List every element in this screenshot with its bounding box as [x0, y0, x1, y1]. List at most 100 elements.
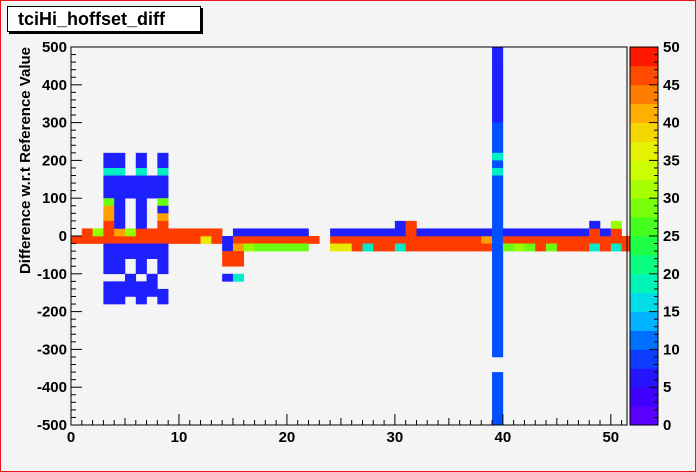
y-tick-label: -100 [37, 266, 67, 283]
heatmap-cell [492, 409, 504, 418]
heatmap-cell [556, 228, 568, 237]
colorbar-segment [630, 65, 658, 86]
heatmap-cell [157, 190, 169, 199]
chart-title: tciHi_hoffset_diff [18, 9, 166, 29]
heatmap-cell [254, 243, 266, 252]
heatmap-cell [103, 160, 115, 169]
heatmap-cell [492, 266, 504, 275]
heatmap-cell [243, 243, 255, 252]
colorbar-tick-label: 50 [663, 39, 680, 56]
heatmap-cell [114, 296, 126, 305]
heatmap-cell [492, 69, 504, 78]
heatmap-cell [481, 243, 493, 252]
heatmap-cell [114, 266, 126, 275]
heatmap-cell [124, 228, 137, 237]
heatmap-cell [492, 220, 504, 229]
heatmap-cell [492, 341, 504, 350]
heatmap-cell [146, 288, 158, 297]
heatmap-cell [124, 190, 137, 199]
heatmap-cell [502, 228, 514, 237]
heatmap-cell [513, 228, 525, 237]
heatmap-cell [92, 228, 104, 237]
heatmap-cell [200, 236, 212, 244]
heatmap-cell [297, 243, 309, 252]
heatmap-cell [492, 311, 504, 320]
heatmap-cell [157, 213, 169, 222]
colorbar-tick-label: 25 [663, 228, 680, 245]
heatmap-cell [135, 198, 147, 207]
heatmap-cell [492, 84, 504, 93]
heatmap-cell [448, 228, 460, 237]
axes: 0 10 20 30 40 50 -500 -400 -300 -200 -100 0 100 200 30… [37, 39, 623, 446]
heatmap-cell [492, 304, 504, 312]
x-tick-label: 50 [602, 429, 619, 446]
heatmap-cell [492, 122, 504, 131]
colorbar-tick-label: 0 [663, 417, 671, 434]
heatmap-cell [578, 228, 590, 237]
heatmap-cell [157, 296, 169, 305]
heatmap-cell [135, 266, 147, 275]
colorbar-segment [630, 47, 658, 67]
heatmap-cell [146, 281, 158, 290]
colorbar-tick-label: 5 [663, 379, 671, 396]
heatmap-cell [567, 243, 579, 252]
heatmap-cell [146, 190, 158, 199]
heatmap-cell [114, 243, 126, 252]
heatmap-cell [546, 228, 558, 237]
y-tick-label: -500 [37, 417, 67, 434]
heatmap-cell [124, 281, 137, 290]
heatmap-cell [362, 236, 374, 244]
heatmap-cell [135, 167, 147, 176]
colorbar-segment [630, 254, 658, 275]
heatmap-cell [492, 198, 504, 207]
heatmap-cell [362, 243, 374, 252]
heatmap-cell [330, 236, 342, 244]
heatmap-cell [394, 220, 406, 229]
heatmap-cell [297, 236, 309, 244]
heatmap-cell [135, 160, 147, 169]
heatmap-cell [492, 175, 504, 184]
heatmap-cell [135, 258, 147, 267]
heatmap-cell [340, 228, 352, 237]
heatmap-cell [492, 296, 504, 305]
heatmap-cell [416, 236, 428, 244]
heatmap-cell [114, 205, 126, 214]
heatmap-cell [135, 152, 147, 161]
heatmap-cell [103, 258, 115, 267]
heatmap-cell [438, 243, 450, 252]
heatmap-cell [589, 236, 601, 244]
heatmap-cell [470, 243, 482, 252]
heatmap-cell [308, 236, 320, 244]
heatmap-cell [384, 243, 396, 252]
title-box: tciHi_hoffset_diff [7, 6, 201, 32]
heatmap-cell [124, 273, 137, 282]
heatmap-cell [135, 296, 147, 305]
heatmap-cell [492, 243, 504, 252]
heatmap-cell [189, 228, 201, 237]
heatmap-cell [556, 236, 568, 244]
heatmap-cell [297, 228, 309, 237]
heatmap-cell [135, 213, 147, 222]
x-tick-label: 10 [171, 429, 188, 446]
heatmap-cell [157, 266, 169, 275]
heatmap-cell [222, 243, 234, 252]
colorbar-segment [630, 84, 658, 105]
heatmap-cell [492, 372, 504, 380]
heatmap-cell [502, 236, 514, 244]
heatmap-cell [610, 243, 622, 252]
heatmap-cell [124, 183, 137, 191]
heatmap-cell [114, 198, 126, 207]
colorbar-segment [630, 387, 658, 407]
heatmap-cell [492, 402, 504, 411]
heatmap-cell [135, 288, 147, 297]
heatmap-cell [470, 236, 482, 244]
heatmap-cell [286, 236, 299, 244]
heatmap-cell [459, 236, 471, 244]
heatmap-cell [103, 220, 115, 229]
heatmap-cell [157, 228, 169, 237]
heatmap-cell [330, 228, 342, 237]
heatmap-cell [232, 258, 245, 267]
colorbar-segment [630, 311, 658, 331]
heatmap-cell [157, 258, 169, 267]
x-tick-label: 0 [67, 429, 75, 446]
